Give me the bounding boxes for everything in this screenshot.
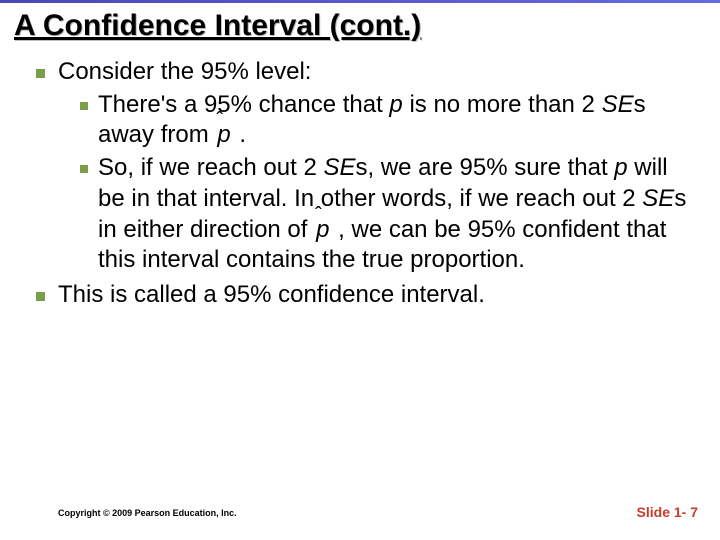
var-se: SE — [602, 91, 634, 118]
var-p: p — [389, 91, 402, 118]
bullet-list-level2: There's a 95% chance that p is no more t… — [58, 90, 698, 276]
copyright-footer: Copyright © 2009 Pearson Education, Inc. — [58, 508, 237, 518]
var-se: SE — [323, 154, 355, 181]
t: is no more than 2 — [403, 91, 602, 118]
bullet-2: This is called a 95% confidence interval… — [22, 280, 698, 311]
slide-number: Slide 1- 7 — [637, 504, 698, 520]
bullet-list-level1: Consider the 95% level: There's a 95% ch… — [22, 57, 698, 311]
bullet-1-text: Consider the 95% level: — [58, 58, 311, 85]
var-p-hat: p — [314, 215, 331, 246]
bullet-1: Consider the 95% level: There's a 95% ch… — [22, 57, 698, 276]
bullet-2-text: This is called a 95% confidence interval… — [58, 281, 485, 308]
slide-title: A Confidence Interval (cont.) — [0, 3, 720, 57]
t: There's a 95% chance that — [98, 91, 389, 118]
t: So, if we reach out 2 — [98, 154, 323, 181]
bullet-1-sub-2: So, if we reach out 2 SEs, we are 95% su… — [58, 153, 698, 276]
var-se: SE — [642, 185, 674, 212]
t: s, we are 95% sure that — [355, 154, 614, 181]
t: . — [233, 121, 246, 148]
bullet-1-sub-1: There's a 95% chance that p is no more t… — [58, 90, 698, 151]
var-p-hat: p — [215, 120, 232, 151]
var-p: p — [614, 154, 627, 181]
slide-content: Consider the 95% level: There's a 95% ch… — [0, 57, 720, 311]
